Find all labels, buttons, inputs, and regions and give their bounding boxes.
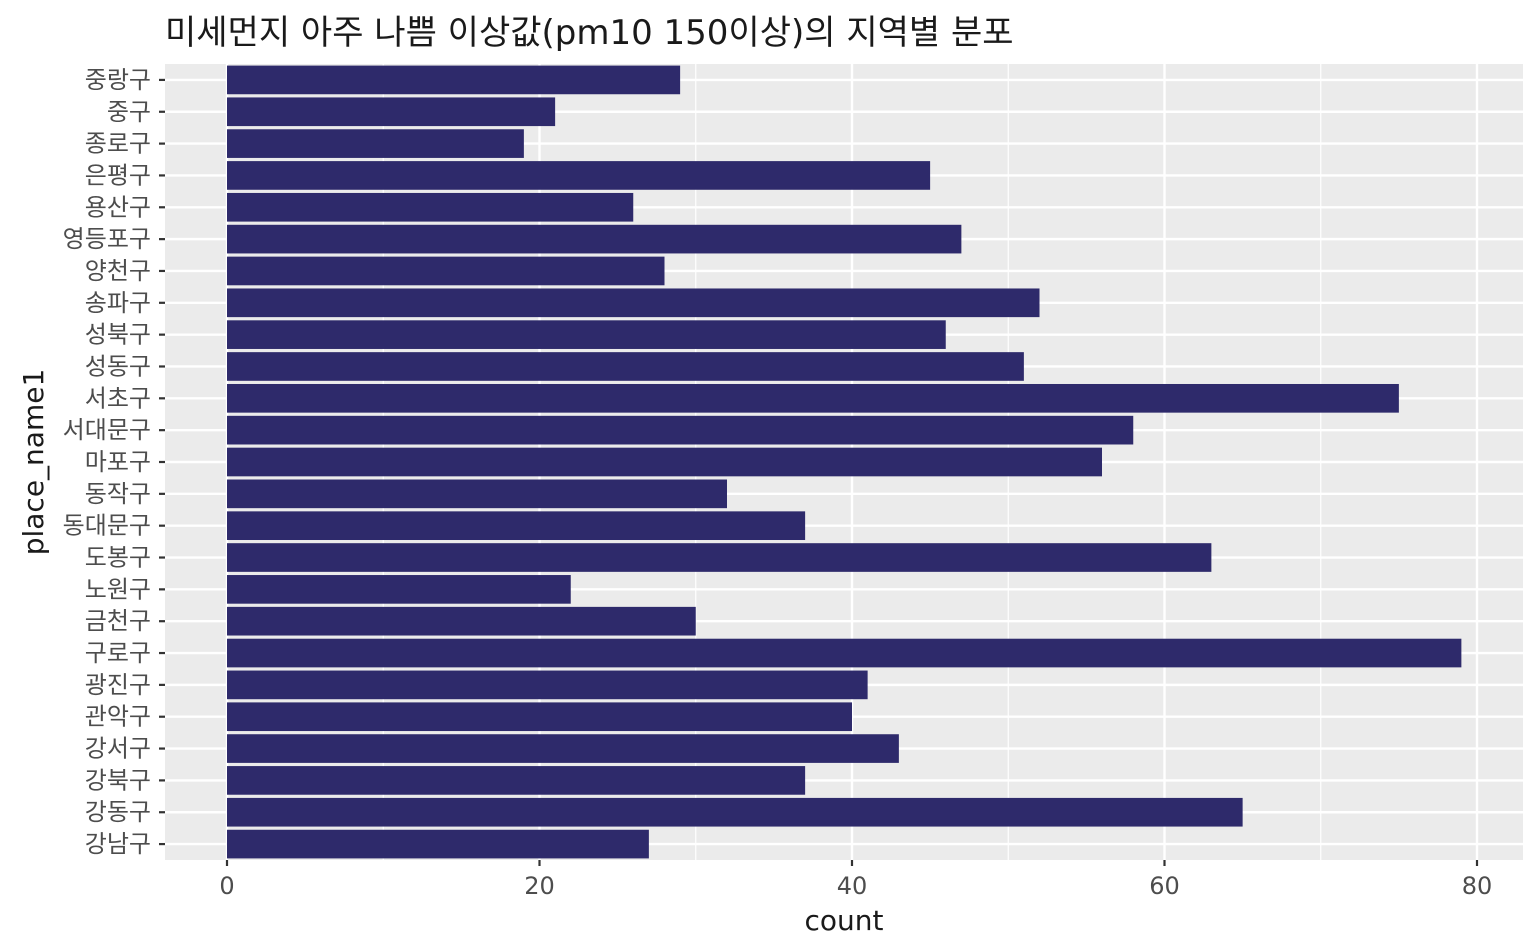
y-tick-label: 금천구	[85, 607, 151, 635]
y-tick-label: 관악구	[85, 703, 151, 731]
x-tick-label: 0	[219, 872, 234, 900]
x-axis: 0 20 40 60 80	[219, 860, 1492, 900]
y-tick-label: 성동구	[85, 352, 151, 380]
y-tick-label: 강동구	[85, 798, 151, 826]
bar	[227, 606, 696, 636]
y-tick-label: 은평구	[85, 161, 151, 189]
bar	[227, 161, 931, 190]
bar	[227, 575, 571, 604]
bar	[227, 734, 899, 763]
y-tick-label: 광진구	[85, 671, 151, 699]
y-axis: 강남구 강동구 강북구 강서구 관악구 광진구 구로구 금천구 노원구 도봉구 동대문구 동작구 마포구…	[63, 66, 165, 858]
y-tick-label: 강남구	[85, 830, 151, 858]
bar	[227, 383, 1399, 413]
y-tick-label: 동작구	[85, 480, 151, 508]
bar	[227, 129, 524, 158]
bar	[227, 479, 727, 509]
bar	[227, 352, 1024, 381]
y-tick-label: 서대문구	[63, 416, 151, 444]
bar	[227, 829, 649, 859]
y-tick-label: 영등포구	[63, 225, 151, 253]
y-tick-label: 마포구	[85, 448, 151, 476]
y-tick-label: 노원구	[85, 575, 151, 603]
bar	[227, 670, 868, 700]
y-tick-label: 강북구	[85, 766, 151, 794]
x-axis-title: count	[805, 904, 884, 937]
x-tick-label: 60	[1149, 872, 1180, 900]
y-tick-label: 서초구	[85, 384, 151, 412]
y-tick-label: 강서구	[85, 735, 151, 763]
bar	[227, 256, 665, 286]
bar	[227, 638, 1462, 668]
y-axis-title: place_name1	[17, 369, 50, 556]
bar	[227, 97, 556, 127]
bar	[227, 511, 806, 541]
y-tick-label: 성북구	[85, 321, 151, 349]
y-tick-label: 동대문구	[63, 512, 151, 540]
bars	[227, 65, 1462, 859]
x-tick-label: 80	[1462, 872, 1493, 900]
bar	[227, 65, 681, 95]
bar	[227, 415, 1134, 445]
bar	[227, 447, 1102, 477]
bar	[227, 797, 1243, 827]
bar	[227, 702, 852, 732]
y-tick-label: 양천구	[85, 257, 151, 285]
bar	[227, 224, 962, 254]
y-tick-label: 중랑구	[85, 66, 151, 94]
bar	[227, 543, 1212, 572]
y-tick-label: 송파구	[85, 289, 151, 317]
y-tick-label: 구로구	[85, 639, 151, 667]
y-tick-label: 용산구	[85, 193, 151, 221]
y-tick-label: 도봉구	[85, 544, 151, 572]
bar	[227, 320, 946, 349]
bar	[227, 288, 1040, 318]
y-tick-label: 중구	[107, 98, 151, 126]
y-tick-label: 종로구	[85, 130, 151, 158]
x-tick-label: 20	[524, 872, 555, 900]
bar	[227, 192, 634, 222]
x-tick-label: 40	[837, 872, 868, 900]
chart-title: 미세먼지 아주 나쁨 이상값(pm10 150이상)의 지역별 분포	[165, 13, 1014, 53]
bar	[227, 766, 806, 795]
